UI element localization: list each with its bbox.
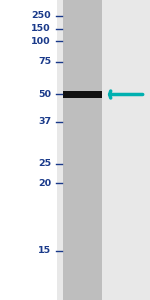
Text: 250: 250 xyxy=(31,11,51,20)
Text: 75: 75 xyxy=(38,57,51,66)
Text: 100: 100 xyxy=(31,37,51,46)
Text: 20: 20 xyxy=(38,178,51,188)
Text: 37: 37 xyxy=(38,117,51,126)
Bar xyxy=(63,91,102,98)
Text: 50: 50 xyxy=(38,90,51,99)
Bar xyxy=(63,0,102,300)
Text: 15: 15 xyxy=(38,246,51,255)
Bar xyxy=(57,0,150,300)
Text: 150: 150 xyxy=(31,24,51,33)
Text: 25: 25 xyxy=(38,159,51,168)
